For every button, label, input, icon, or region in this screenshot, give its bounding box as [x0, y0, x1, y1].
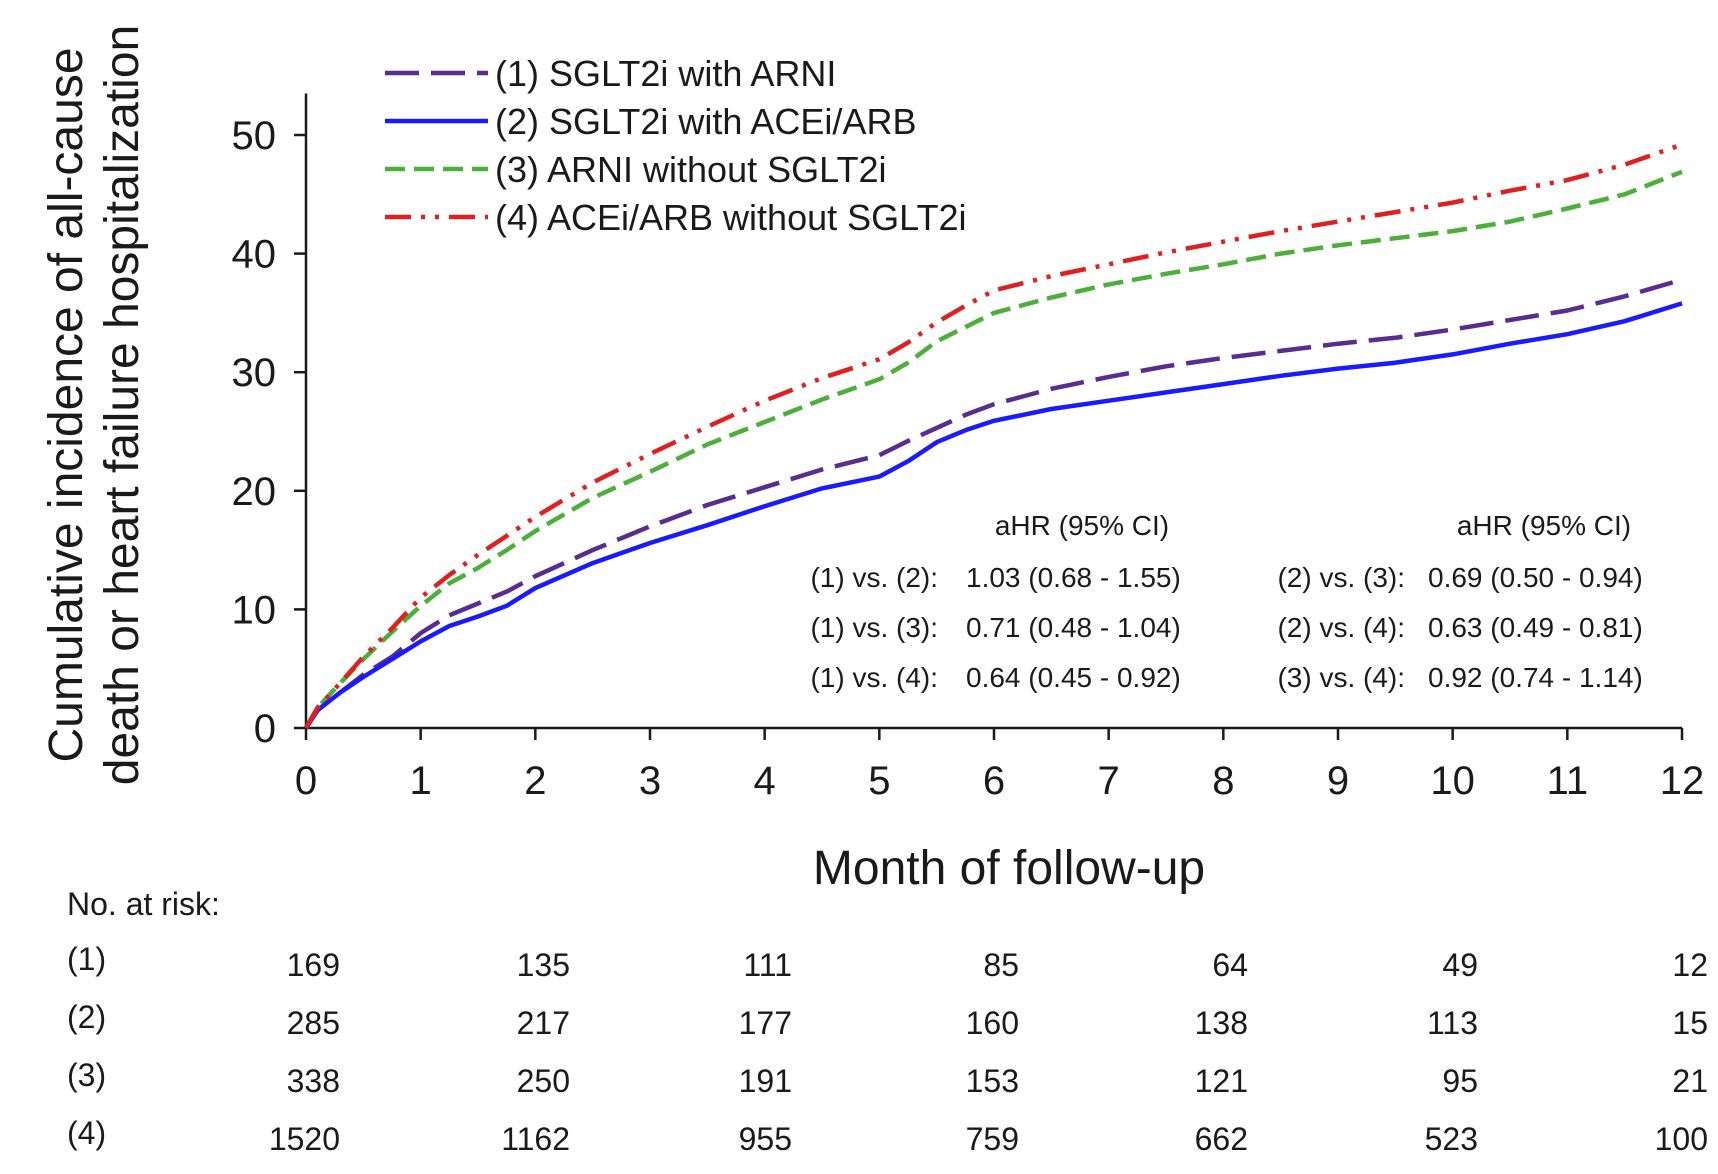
x-tick-label: 4 [754, 759, 776, 803]
hr-right-label: (3) vs. (4): [1277, 662, 1405, 693]
at-risk-value: 177 [739, 1005, 792, 1041]
x-tick-label: 12 [1660, 759, 1705, 803]
at-risk-value: 138 [1195, 1005, 1248, 1041]
legend-label-1: (1) SGLT2i with ARNI [495, 53, 836, 94]
at-risk-value: 21 [1672, 1063, 1708, 1099]
hr-right-label: (2) vs. (4): [1277, 612, 1405, 643]
hr-left-label: (1) vs. (4): [810, 662, 938, 693]
hr-right-value: 0.69 (0.50 - 0.94) [1428, 562, 1643, 593]
x-tick-label: 6 [983, 759, 1005, 803]
at-risk-value: 12 [1672, 947, 1708, 983]
hr-right-value: 0.92 (0.74 - 1.14) [1428, 662, 1643, 693]
y-axis-title-line-2: death or heart failure hospitalization [96, 25, 149, 785]
at-risk-value: 153 [966, 1063, 1019, 1099]
at-risk-value: 759 [966, 1121, 1019, 1157]
x-tick-label: 3 [639, 759, 661, 803]
at-risk-table: No. at risk: (1) 169 135 111 85 64 49 12 (2) 285 21… [67, 886, 1708, 1157]
hr-header-left: aHR (95% CI) [995, 510, 1169, 541]
x-tick-label: 8 [1212, 759, 1234, 803]
at-risk-value: 64 [1212, 947, 1248, 983]
series-line-3 [304, 169, 1683, 730]
hr-left-value: 0.64 (0.45 - 0.92) [966, 662, 1181, 693]
x-tick-label: 0 [295, 759, 317, 803]
at-risk-row-label: (3) [67, 1057, 106, 1093]
hr-left-label: (1) vs. (3): [810, 612, 938, 643]
y-tick-label: 30 [232, 351, 277, 395]
hr-right-label: (2) vs. (3): [1277, 562, 1405, 593]
hr-left-label: (1) vs. (2): [810, 562, 938, 593]
at-risk-value: 135 [517, 947, 570, 983]
y-tick-label: 40 [232, 233, 277, 277]
y-tick-label: 10 [232, 588, 277, 632]
at-risk-value: 113 [1427, 1005, 1478, 1041]
legend-label-3: (3) ARNI without SGLT2i [495, 149, 886, 190]
legend-label-4: (4) ACEi/ARB without SGLT2i [495, 197, 967, 238]
series-line-2 [304, 301, 1683, 730]
at-risk-value: 1162 [501, 1121, 570, 1157]
at-risk-value: 85 [983, 947, 1019, 983]
at-risk-value: 121 [1195, 1063, 1248, 1099]
at-risk-value: 191 [739, 1063, 792, 1099]
at-risk-value: 250 [517, 1063, 570, 1099]
x-tick-label: 7 [1098, 759, 1120, 803]
at-risk-value: 100 [1655, 1121, 1708, 1157]
y-tick-label: 50 [232, 114, 277, 158]
at-risk-value: 160 [966, 1005, 1019, 1041]
x-tick-label: 9 [1327, 759, 1349, 803]
at-risk-value: 338 [287, 1063, 340, 1099]
x-tick-label: 10 [1430, 759, 1475, 803]
hr-right-value: 0.63 (0.49 - 0.81) [1428, 612, 1643, 643]
at-risk-value: 662 [1195, 1121, 1248, 1157]
y-tick-label: 0 [254, 707, 276, 751]
legend: (1) SGLT2i with ARNI (2) SGLT2i with ACEi… [385, 53, 967, 238]
y-tick-label: 20 [232, 470, 277, 514]
legend-label-2: (2) SGLT2i with ACEi/ARB [495, 101, 916, 142]
at-risk-row-label: (4) [67, 1115, 106, 1151]
at-risk-value: 285 [287, 1005, 340, 1041]
x-tick-label: 1 [410, 759, 432, 803]
series-line-1 [304, 277, 1683, 730]
at-risk-value: 217 [517, 1005, 570, 1041]
at-risk-title: No. at risk: [67, 886, 220, 922]
series-line-4 [304, 142, 1683, 730]
at-risk-value: 523 [1425, 1121, 1478, 1157]
at-risk-value: 95 [1442, 1063, 1478, 1099]
at-risk-value: 15 [1672, 1005, 1708, 1041]
at-risk-value: 169 [287, 947, 340, 983]
x-axis-title: Month of follow-up [813, 842, 1205, 895]
at-risk-value: 49 [1442, 947, 1478, 983]
at-risk-value: 111 [743, 947, 792, 983]
x-tick-label: 5 [868, 759, 890, 803]
y-axis-title: Cumulative incidence of all-cause death o… [40, 25, 149, 785]
y-axis-title-line-1: Cumulative incidence of all-cause [40, 47, 93, 762]
hr-left-value: 0.71 (0.48 - 1.04) [966, 612, 1181, 643]
x-tick-label: 11 [1547, 759, 1589, 803]
x-tick-label: 2 [524, 759, 546, 803]
at-risk-value: 955 [739, 1121, 792, 1157]
hazard-ratio-table: aHR (95% CI) aHR (95% CI) (1) vs. (2): 1.03… [810, 510, 1642, 693]
at-risk-row-label: (2) [67, 999, 106, 1035]
at-risk-value: 1520 [269, 1121, 340, 1157]
at-risk-row-label: (1) [67, 941, 106, 977]
hr-header-right: aHR (95% CI) [1457, 510, 1631, 541]
series-lines [304, 142, 1683, 730]
hr-left-value: 1.03 (0.68 - 1.55) [966, 562, 1181, 593]
